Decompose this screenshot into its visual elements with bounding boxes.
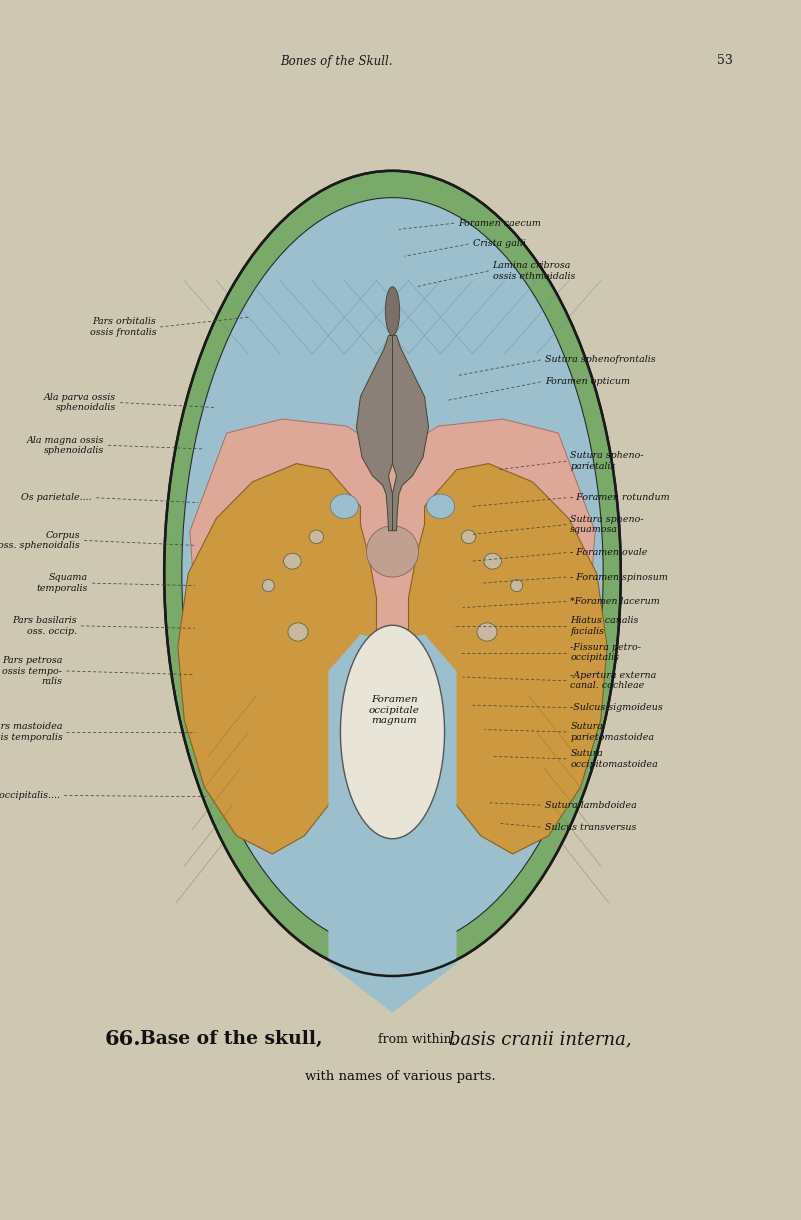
Ellipse shape: [264, 634, 521, 878]
Text: Foramen caecum: Foramen caecum: [458, 218, 541, 228]
Text: Sutura spheno-
squamosa: Sutura spheno- squamosa: [570, 515, 644, 534]
Text: Pars orbitalis
ossis frontalis: Pars orbitalis ossis frontalis: [90, 317, 156, 337]
Polygon shape: [356, 336, 392, 531]
Text: Ala magna ossis
sphenoidalis: Ala magna ossis sphenoidalis: [26, 436, 104, 455]
Text: Sutura sphenofrontalis: Sutura sphenofrontalis: [545, 355, 655, 365]
Text: Pars basilaris
oss. occip.: Pars basilaris oss. occip.: [12, 616, 77, 636]
Polygon shape: [409, 464, 607, 854]
Text: from within,: from within,: [378, 1033, 456, 1046]
Polygon shape: [190, 418, 595, 714]
Ellipse shape: [366, 526, 419, 577]
Text: Hiatus canalis
facialis: Hiatus canalis facialis: [570, 616, 638, 636]
Ellipse shape: [263, 580, 274, 592]
Text: - Foramen rotundum: - Foramen rotundum: [570, 493, 670, 503]
Ellipse shape: [182, 198, 603, 949]
Text: Foramen opticum: Foramen opticum: [545, 377, 630, 387]
Ellipse shape: [477, 622, 497, 641]
Text: Ala parva ossis
sphenoidalis: Ala parva ossis sphenoidalis: [44, 393, 116, 412]
Text: Sutura lambdoidea: Sutura lambdoidea: [545, 800, 637, 810]
Text: *Foramen lacerum: *Foramen lacerum: [570, 597, 660, 606]
Text: Squama occipitalis....: Squama occipitalis....: [0, 791, 60, 800]
Text: Foramen
occipitale
magnum: Foramen occipitale magnum: [368, 695, 420, 725]
Text: -Fissura petro-
occipitalis: -Fissura petro- occipitalis: [570, 643, 642, 662]
Text: Sutura
parietomastoidea: Sutura parietomastoidea: [570, 722, 654, 742]
Text: Os parietale....: Os parietale....: [22, 493, 92, 503]
Ellipse shape: [461, 529, 476, 544]
Text: - Foramen spinosum: - Foramen spinosum: [570, 572, 668, 582]
Text: basis cranii interna,: basis cranii interna,: [449, 1031, 631, 1048]
Ellipse shape: [484, 554, 501, 569]
Text: Crista galli: Crista galli: [473, 239, 525, 249]
Ellipse shape: [309, 529, 324, 544]
Text: Corpus
oss. sphenoidalis: Corpus oss. sphenoidalis: [0, 531, 80, 550]
Ellipse shape: [331, 494, 359, 518]
Polygon shape: [392, 336, 429, 531]
Ellipse shape: [284, 554, 301, 569]
Text: Squama
temporalis: Squama temporalis: [37, 573, 88, 593]
Text: -Sulcus sigmoideus: -Sulcus sigmoideus: [570, 703, 663, 712]
Text: Lamina cribrosa
ossis ethmoidalis: Lamina cribrosa ossis ethmoidalis: [493, 261, 575, 281]
Ellipse shape: [427, 494, 455, 518]
Ellipse shape: [385, 287, 400, 336]
Text: with names of various parts.: with names of various parts.: [305, 1070, 496, 1082]
Ellipse shape: [288, 622, 308, 641]
Text: Sulcus transversus: Sulcus transversus: [545, 822, 636, 832]
Text: 53: 53: [717, 55, 733, 67]
Text: Pars petrosa
ossis tempo-
ralis: Pars petrosa ossis tempo- ralis: [2, 656, 62, 686]
Text: Base of the skull,: Base of the skull,: [140, 1031, 323, 1048]
Ellipse shape: [164, 171, 621, 976]
Text: Bones of the Skull.: Bones of the Skull.: [280, 55, 392, 67]
Text: Pars mastoidea
ossis temporalis: Pars mastoidea ossis temporalis: [0, 722, 62, 742]
Ellipse shape: [340, 625, 445, 839]
Text: 66.: 66.: [104, 1030, 141, 1049]
Polygon shape: [178, 464, 376, 854]
Ellipse shape: [511, 580, 523, 592]
Text: -Apertura externa
canal. cochleae: -Apertura externa canal. cochleae: [570, 671, 657, 691]
Polygon shape: [328, 634, 457, 1013]
Text: Sutura spheno-
parietalis: Sutura spheno- parietalis: [570, 451, 644, 471]
Text: Sutura
occipitomastoidea: Sutura occipitomastoidea: [570, 749, 658, 769]
Text: - Foramen ovale: - Foramen ovale: [570, 548, 648, 558]
